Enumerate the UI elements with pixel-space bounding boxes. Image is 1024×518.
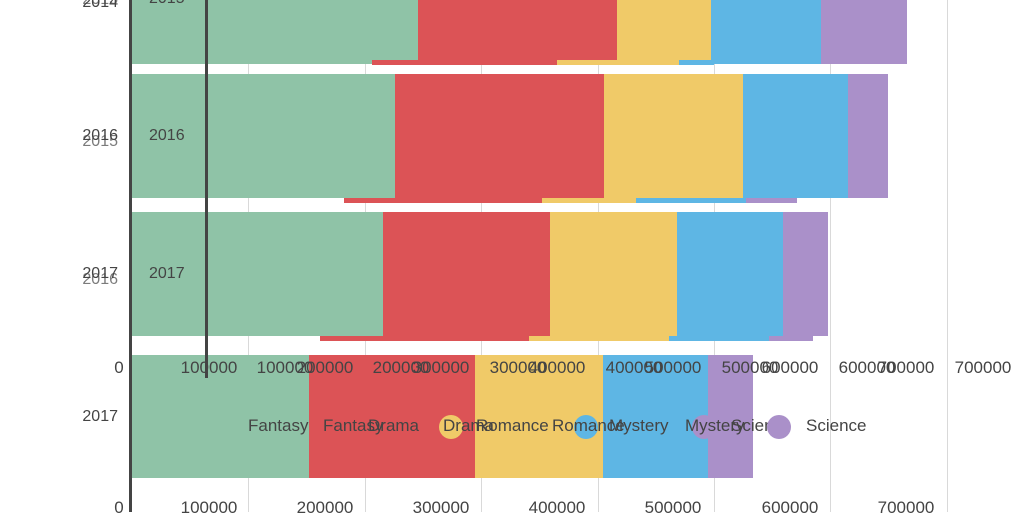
x-tick: 500000 [644, 498, 702, 517]
x-tick: 700000 [954, 358, 1012, 377]
legend-label: Fantasy [323, 416, 384, 435]
x-tick: 600000 [761, 358, 819, 377]
x-tick: 300000 [412, 498, 470, 517]
x-tick: 600000 [761, 498, 819, 517]
legend-label: Mystery [685, 416, 745, 435]
ghost-strip [679, 60, 714, 65]
bar-segment-science[interactable] [848, 74, 888, 198]
bar-segment-romance[interactable] [617, 0, 711, 64]
x-tick: 100000 [180, 358, 238, 377]
legend-ghost: Romance [552, 416, 625, 436]
legend-label: Fantasy [248, 416, 309, 435]
bar-segment-science[interactable] [708, 355, 753, 478]
gridline [947, 0, 948, 512]
category-label-ghost: 2015 [58, 0, 118, 9]
legend: Fantasy [248, 416, 330, 436]
ghost-strip [557, 60, 679, 65]
ghost-strip [636, 198, 746, 203]
category-label-ghost: 2015 [149, 0, 185, 8]
bar-segment-mystery[interactable] [743, 74, 848, 198]
category-label: 2017 [82, 408, 118, 425]
legend-item-drama[interactable] [439, 415, 469, 439]
x-tick: 200000 [296, 498, 354, 517]
category-label-ghost: 2017 [149, 265, 185, 282]
legend-dot-icon [692, 415, 716, 439]
legend-label: Science [806, 416, 867, 435]
category-label-ghost: 2016 [82, 271, 118, 288]
bar-segment-fantasy[interactable] [131, 74, 395, 198]
bar-segment-science[interactable] [821, 0, 907, 64]
legend-ghost: Fantasy [323, 416, 383, 436]
legend-ghost: Science [806, 416, 866, 436]
category-label-ghost: 2015 [82, 133, 118, 150]
legend-label: Romance [552, 416, 625, 435]
legend-item-romance[interactable] [574, 415, 604, 439]
bar-segment-romance[interactable] [604, 74, 743, 198]
ghost-strip [542, 198, 636, 203]
legend-dot-icon [767, 415, 791, 439]
category-label: 2016 [82, 127, 118, 144]
ghost-strip [344, 198, 542, 203]
x-tick: 400000 [528, 358, 586, 377]
x-tick: 400000 [528, 498, 586, 517]
ghost-strip [529, 336, 669, 341]
legend-label: Mystery [609, 416, 669, 435]
x-tick: 100000 [180, 498, 238, 517]
legend-label: Drama [443, 416, 495, 435]
category-label-ghost: 2014 [82, 0, 118, 11]
legend-item-science[interactable] [767, 415, 797, 439]
legend-ghost: Mystery [685, 416, 745, 436]
x-tick: 300000 [489, 358, 547, 377]
ghost-strip [769, 336, 813, 341]
legend-ghost: Romance [476, 416, 549, 436]
x-tick: 700000 [877, 498, 935, 517]
x-tick: 700000 [877, 358, 935, 377]
bar-segment-drama[interactable] [395, 74, 604, 198]
legend-ghost: Drama [443, 416, 494, 436]
legend-ghost: Mystery [609, 416, 669, 436]
bar-segment-fantasy[interactable] [131, 212, 383, 336]
ghost-strip [372, 60, 557, 65]
category-label-ghost: 2016 [149, 127, 185, 144]
bar-segment-romance[interactable] [550, 212, 677, 336]
x-tick: 200000 [296, 358, 354, 377]
x-tick: 100000 [256, 358, 314, 377]
x-tick: 300000 [412, 358, 470, 377]
ghost-strip [320, 336, 529, 341]
bar-segment-fantasy[interactable] [131, 0, 418, 64]
ghost-strip [746, 198, 797, 203]
legend-label: Drama [368, 416, 420, 435]
legend-item-fantasy[interactable]: Fantasy [248, 416, 308, 436]
x-tick: 600000 [838, 358, 896, 377]
y-axis-line-ghost [205, 0, 208, 378]
x-tick: 200000 [372, 358, 430, 377]
legend-ghost: Drama [368, 416, 419, 436]
bar-segment-drama[interactable] [383, 212, 550, 336]
category-label: 2017 [82, 265, 118, 282]
x-tick: 0 [114, 358, 124, 377]
x-tick: 400000 [605, 358, 663, 377]
legend-dot-icon [439, 415, 463, 439]
x-tick: 500000 [721, 358, 779, 377]
gridline [830, 0, 831, 512]
ghost-strip [669, 336, 769, 341]
legend-dot-icon [574, 415, 598, 439]
x-tick: 0 [114, 498, 124, 517]
bar-segment-mystery[interactable] [711, 0, 821, 64]
y-axis-line [129, 0, 132, 512]
legend-label: Romance [476, 416, 549, 435]
legend-item-mystery[interactable] [692, 415, 722, 439]
bar-segment-mystery[interactable] [603, 355, 708, 478]
bar-segment-fantasy[interactable] [131, 355, 309, 478]
bar-segment-mystery[interactable] [677, 212, 783, 336]
bar-segment-science[interactable] [783, 212, 828, 336]
x-tick: 500000 [644, 358, 702, 377]
bar-segment-drama[interactable] [418, 0, 617, 64]
